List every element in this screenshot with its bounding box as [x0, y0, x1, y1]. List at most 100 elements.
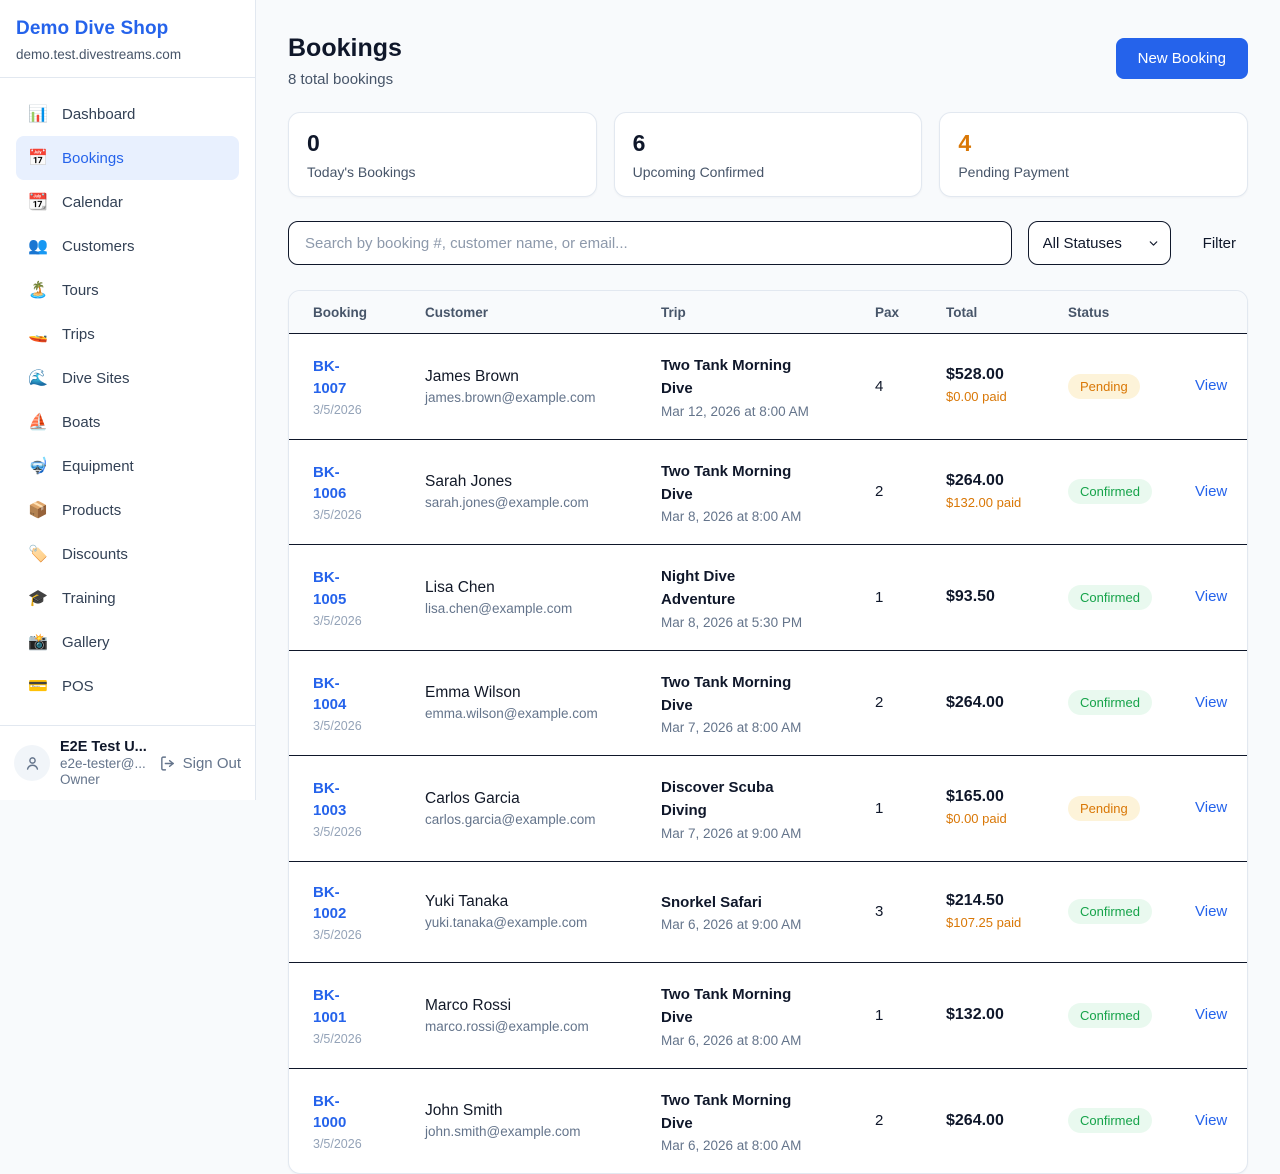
total-amount: $528.00: [946, 366, 1004, 384]
total-bookings-count: 8 total bookings: [288, 71, 394, 88]
nav-item-label: Tours: [62, 281, 99, 299]
total-amount: $264.00: [946, 471, 1004, 489]
status-cell: Confirmed: [1068, 479, 1195, 505]
table-row: BK-1003 3/5/2026 Carlos Garcia carlos.ga…: [289, 756, 1247, 862]
view-booking-link[interactable]: View: [1195, 588, 1228, 606]
total-amount: $93.50: [946, 588, 995, 606]
status-badge: Confirmed: [1068, 1108, 1152, 1134]
total-cell: $93.50: [946, 588, 1068, 606]
nav-item-label: Gallery: [62, 633, 110, 651]
customer-name: James Brown: [425, 367, 519, 385]
search-input[interactable]: [288, 221, 1012, 265]
actions-cell: View: [1195, 694, 1231, 712]
nav-item-icon: 📆: [28, 194, 48, 211]
customer-email: marco.rossi@example.com: [425, 1018, 589, 1034]
booking-id-link[interactable]: BK-1000: [313, 1092, 347, 1132]
sign-out-button[interactable]: Sign Out: [159, 755, 241, 772]
actions-cell: View: [1195, 903, 1231, 921]
total-cell: $165.00 $0.00 paid: [946, 788, 1068, 828]
sidebar-nav-item[interactable]: 👥 Customers: [16, 224, 239, 268]
sidebar-nav: 📊 Dashboard 📅 Bookings 📆 Calendar 👥 Cust…: [0, 78, 255, 722]
sidebar-nav-item[interactable]: 📊 Dashboard: [16, 92, 239, 136]
view-booking-link[interactable]: View: [1195, 1006, 1228, 1024]
column-header: Customer: [425, 304, 489, 320]
customer-email: lisa.chen@example.com: [425, 600, 573, 616]
total-cell: $264.00: [946, 1112, 1068, 1130]
sidebar-nav-item[interactable]: 🏝️ Tours: [16, 268, 239, 312]
sidebar-nav-item[interactable]: 🌊 Dive Sites: [16, 356, 239, 400]
stats-row: 0 Today's Bookings 6 Upcoming Confirmed …: [288, 112, 1248, 197]
sidebar-nav-item[interactable]: 💳 POS: [16, 664, 239, 708]
actions-cell: View: [1195, 377, 1231, 395]
sidebar-nav-item[interactable]: 📦 Products: [16, 488, 239, 532]
pax-count: 1: [875, 799, 884, 817]
status-cell: Confirmed: [1068, 899, 1195, 925]
total-cell: $264.00 $132.00 paid: [946, 472, 1068, 512]
view-booking-link[interactable]: View: [1195, 799, 1228, 817]
filter-button[interactable]: Filter: [1202, 234, 1236, 252]
table-header-row: Booking Customer Trip Pax Total Status: [289, 291, 1247, 334]
new-booking-button[interactable]: New Booking: [1115, 38, 1248, 79]
page-header: Bookings 8 total bookings New Booking: [288, 34, 1248, 88]
sidebar-nav-item[interactable]: 📆 Calendar: [16, 180, 239, 224]
booking-id-link[interactable]: BK-1007: [313, 358, 347, 397]
trip-cell: Two Tank Morning Dive Mar 6, 2026 at 8:0…: [661, 983, 875, 1048]
trip-datetime: Mar 7, 2026 at 9:00 AM: [661, 825, 802, 841]
sidebar: Demo Dive Shop demo.test.divestreams.com…: [0, 0, 256, 800]
total-amount: $264.00: [946, 693, 1004, 711]
trip-name: Two Tank Morning Dive: [661, 673, 792, 714]
user-section: E2E Test U... e2e-tester@... Owner Sign …: [0, 725, 255, 800]
customer-cell: Carlos Garcia carlos.garcia@example.com: [425, 790, 661, 827]
sidebar-nav-item[interactable]: 📅 Bookings: [16, 136, 239, 180]
view-booking-link[interactable]: View: [1195, 902, 1228, 920]
table-row: BK-1004 3/5/2026 Emma Wilson emma.wilson…: [289, 651, 1247, 756]
sidebar-nav-item[interactable]: 🚤 Trips: [16, 312, 239, 356]
view-booking-link[interactable]: View: [1195, 482, 1228, 500]
sidebar-nav-item[interactable]: 🏷️ Discounts: [16, 532, 239, 576]
view-booking-link[interactable]: View: [1195, 693, 1228, 711]
trip-datetime: Mar 8, 2026 at 5:30 PM: [661, 614, 803, 630]
column-header: Trip: [661, 304, 686, 320]
sidebar-nav-item[interactable]: 🎓 Training: [16, 576, 239, 620]
booking-id-link[interactable]: BK-1005: [313, 569, 347, 608]
booking-cell: BK-1002 3/5/2026: [313, 882, 425, 943]
user-role: Owner: [60, 772, 100, 787]
nav-item-label: Trips: [62, 325, 95, 343]
booking-id-link[interactable]: BK-1001: [313, 987, 347, 1026]
total-amount: $214.50: [946, 891, 1004, 909]
stat-card: 0 Today's Bookings: [288, 112, 597, 197]
trip-datetime: Mar 6, 2026 at 9:00 AM: [661, 917, 802, 933]
column-header: Booking: [313, 304, 367, 320]
nav-item-icon: 📸: [28, 634, 48, 651]
actions-cell: View: [1195, 799, 1231, 817]
person-icon: [23, 754, 42, 773]
trip-datetime: Mar 6, 2026 at 8:00 AM: [661, 1138, 802, 1153]
booking-id-link[interactable]: BK-1006: [313, 463, 347, 503]
customer-email: yuki.tanaka@example.com: [425, 915, 588, 931]
booking-id-link[interactable]: BK-1003: [313, 780, 347, 819]
actions-cell: View: [1195, 1006, 1231, 1024]
bookings-table: Booking Customer Trip Pax Total Status BK-100…: [288, 290, 1248, 1174]
stat-label: Today's Bookings: [307, 164, 416, 180]
actions-cell: View: [1195, 483, 1231, 501]
customer-cell: Marco Rossi marco.rossi@example.com: [425, 997, 661, 1034]
view-booking-link[interactable]: View: [1195, 377, 1228, 395]
status-filter-select[interactable]: All Statuses: [1027, 221, 1171, 265]
customer-cell: John Smith john.smith@example.com: [425, 1102, 661, 1139]
trip-cell: Two Tank Morning Dive Mar 8, 2026 at 8:0…: [661, 460, 875, 525]
trip-name: Two Tank Morning Dive: [661, 357, 792, 398]
nav-item-label: Products: [62, 501, 122, 519]
customer-name: Yuki Tanaka: [425, 893, 509, 911]
sidebar-nav-item[interactable]: 🤿 Equipment: [16, 444, 239, 488]
table-row: BK-1001 3/5/2026 Marco Rossi marco.rossi…: [289, 963, 1247, 1069]
total-cell: $132.00: [946, 1006, 1068, 1024]
sidebar-nav-item[interactable]: ⛵ Boats: [16, 400, 239, 444]
booking-created-date: 3/5/2026: [313, 1031, 362, 1046]
booking-id-link[interactable]: BK-1002: [313, 883, 347, 923]
brand-name: Demo Dive Shop: [16, 18, 169, 39]
nav-item-icon: 📅: [28, 150, 48, 167]
view-booking-link[interactable]: View: [1195, 1111, 1228, 1129]
nav-item-icon: 🏷️: [28, 546, 48, 563]
sidebar-nav-item[interactable]: 📸 Gallery: [16, 620, 239, 664]
booking-id-link[interactable]: BK-1004: [313, 674, 347, 714]
